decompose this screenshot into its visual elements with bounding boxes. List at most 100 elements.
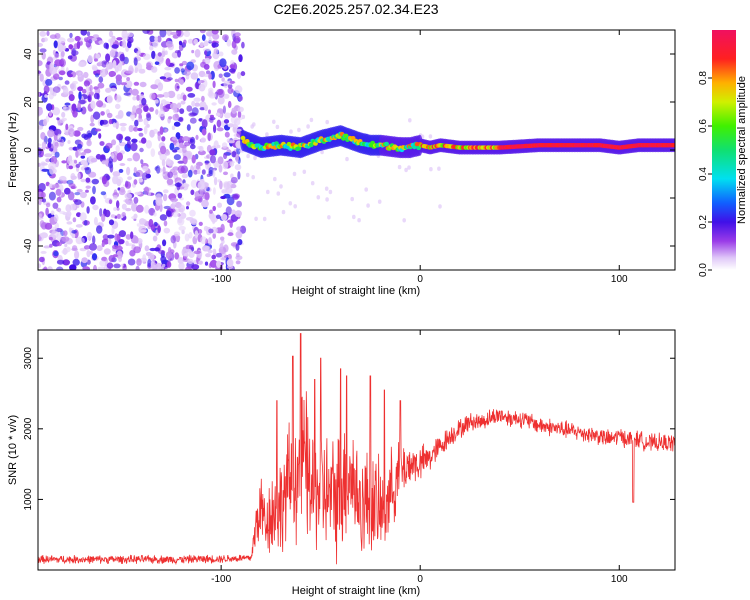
heatmap-cell <box>48 191 56 201</box>
heatmap-cell <box>62 86 69 95</box>
heatmap-cell <box>206 70 211 75</box>
heatmap-cell <box>90 196 96 205</box>
heatmap-cell <box>186 206 189 210</box>
heatmap-cell <box>210 155 216 164</box>
heatmap-cell <box>101 160 108 165</box>
heatmap-cell <box>161 136 166 142</box>
heatmap-cell <box>211 254 216 260</box>
heatmap-cell <box>134 119 139 127</box>
heatmap-cell <box>99 141 105 146</box>
heatmap-cell <box>83 80 90 87</box>
heatmap-cell <box>203 40 209 47</box>
heatmap-cell <box>69 264 77 270</box>
heatmap-cell <box>77 150 81 156</box>
heatmap-cell <box>193 97 201 102</box>
heatmap-cell <box>59 119 65 124</box>
heatmap-cell <box>38 213 42 218</box>
heatmap-cell <box>128 125 134 133</box>
heatmap-cell <box>111 226 115 235</box>
heatmap-cell <box>78 91 82 101</box>
heatmap-cell <box>74 35 81 42</box>
heatmap-cell <box>234 32 241 37</box>
chart-title: C2E6.2025.257.02.34.E23 <box>273 1 438 17</box>
heatmap-cell <box>59 175 67 182</box>
heatmap-cell <box>121 40 127 48</box>
heatmap-cell <box>71 185 77 190</box>
colorbar-tick-label: 0.2 <box>698 215 709 229</box>
heatmap-cell <box>190 218 198 226</box>
heatmap-cell <box>202 48 211 52</box>
heatmap-cell <box>236 226 242 231</box>
heatmap-cell <box>185 248 192 253</box>
heatmap-cell <box>204 160 210 164</box>
heatmap-cell <box>173 146 180 151</box>
heatmap-cell <box>253 155 257 161</box>
heatmap-cell <box>78 99 86 105</box>
heatmap-cell <box>133 179 138 185</box>
heatmap-cell <box>201 119 208 129</box>
heatmap-cell <box>227 87 234 94</box>
heatmap-cell <box>147 258 152 268</box>
heatmap-cell <box>183 182 187 187</box>
heatmap-cell <box>74 199 82 205</box>
heatmap-cell <box>404 167 408 173</box>
heatmap-cell <box>151 262 158 270</box>
heatmap-cell <box>238 54 243 63</box>
heatmap-cell <box>38 256 45 263</box>
heatmap-cell <box>190 72 199 80</box>
heatmap-cell <box>44 222 53 230</box>
colorbar: 0.0 0.2 0.4 0.6 0.8 Normalized spectral ampl… <box>698 30 748 277</box>
heatmap-cell <box>212 33 220 40</box>
heatmap-cell <box>130 111 136 116</box>
heatmap-cell <box>74 250 80 260</box>
heatmap-cell <box>162 239 167 247</box>
heatmap-cell <box>289 129 293 134</box>
heatmap-cell <box>159 76 167 80</box>
heatmap-cell <box>226 196 235 206</box>
heatmap-cell <box>67 140 71 144</box>
heatmap-cell <box>241 41 245 49</box>
heatmap-cell <box>118 239 125 245</box>
heatmap-cell <box>216 119 222 128</box>
heatmap-cell <box>402 218 407 223</box>
heatmap-cell <box>133 246 142 254</box>
heatmap-cell <box>223 72 231 78</box>
heatmap-cell <box>223 244 229 253</box>
heatmap-cell <box>197 181 205 190</box>
heatmap-cell <box>195 164 201 170</box>
heatmap-cell <box>118 230 126 238</box>
heatmap-cell <box>220 223 225 233</box>
heatmap-cell <box>72 80 78 85</box>
heatmap-cell <box>167 90 176 99</box>
heatmap-cell <box>428 134 433 139</box>
heatmap-cell <box>208 109 211 115</box>
heatmap-cell <box>39 31 47 37</box>
heatmap-cell <box>53 73 60 80</box>
heatmap-cell <box>172 201 177 206</box>
heatmap-cell <box>204 261 209 266</box>
heatmap-cell <box>231 209 236 216</box>
heatmap-cell <box>233 123 237 128</box>
heatmap-cell <box>208 237 212 246</box>
heatmap-cell <box>104 209 111 218</box>
heatmap-cell <box>57 133 62 141</box>
heatmap-cell <box>189 138 194 143</box>
heatmap-cell <box>235 243 240 251</box>
heatmap-cell <box>155 109 159 115</box>
spectrogram-y-label: Frequency (Hz) <box>7 112 19 188</box>
heatmap-cell <box>158 249 166 255</box>
heatmap-cell <box>350 196 355 202</box>
heatmap-cell <box>138 177 143 183</box>
heatmap-cell <box>276 191 281 196</box>
heatmap-cell <box>98 133 102 139</box>
heatmap-cell <box>118 255 122 263</box>
heatmap-cell <box>77 143 83 149</box>
heatmap-cell <box>407 165 411 170</box>
heatmap-cell <box>113 207 118 211</box>
heatmap-cell <box>223 80 229 89</box>
heatmap-cell <box>52 107 61 116</box>
heatmap-cell <box>193 250 201 255</box>
heatmap-cell <box>99 208 103 217</box>
heatmap-cell <box>162 193 168 202</box>
heatmap-cell <box>198 145 204 152</box>
